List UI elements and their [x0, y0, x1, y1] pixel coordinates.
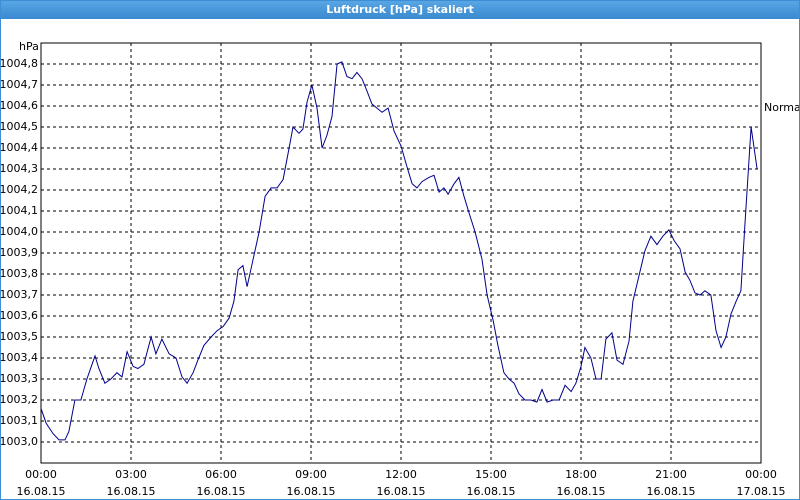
y-tick-label: 1003,0	[1, 435, 38, 448]
x-tick-date: 16.08.15	[197, 485, 246, 498]
y-tick-label: 1003,8	[1, 267, 38, 280]
x-tick-label: 06:00	[205, 468, 237, 481]
y-tick-label: 1004,1	[1, 204, 38, 217]
chart: hPa 1003,0 1003,1 1003,2 1003,3 1003,4 1003,5…	[1, 40, 799, 498]
y-tick-label: 1003,4	[1, 351, 38, 364]
y-tick-label: 1003,1	[1, 414, 38, 427]
y-axis-label: hPa	[19, 40, 39, 53]
x-tick-date: 16.08.15	[377, 485, 426, 498]
y-tick-label: 1004,0	[1, 225, 38, 238]
title-bar: Luftdruck [hPa] skaliert	[1, 1, 799, 19]
x-tick-label: 00:00	[745, 468, 777, 481]
x-tick-date: 16.08.15	[17, 485, 66, 498]
y-tick-label: 1003,7	[1, 288, 38, 301]
y-tick-label: 1003,6	[1, 309, 38, 322]
x-tick-label: 03:00	[115, 468, 147, 481]
x-tick-date: 16.08.15	[107, 485, 156, 498]
y-tick-label: 1004,6	[1, 99, 38, 112]
series-line	[40, 61, 758, 441]
x-tick-label: 09:00	[295, 468, 327, 481]
y-tick-label: 1004,5	[1, 120, 38, 133]
y-tick-label: 1004,2	[1, 183, 38, 196]
y-tick-label: 1003,9	[1, 246, 38, 259]
x-tick-label: 12:00	[385, 468, 417, 481]
y-tick-label: 1004,3	[1, 162, 38, 175]
x-tick-date: 17.08.15	[737, 485, 786, 498]
x-tick-date: 16.08.15	[467, 485, 516, 498]
y-tick-label: 1003,3	[1, 372, 38, 385]
x-tick-date: 16.08.15	[287, 485, 336, 498]
x-tick-date: 16.08.15	[647, 485, 696, 498]
y-tick-label: 1004,7	[1, 78, 38, 91]
legend-entry: Normal	[764, 101, 799, 114]
plot-frame	[40, 42, 762, 464]
y-tick-label: 1003,5	[1, 330, 38, 343]
x-tick-label: 18:00	[565, 468, 597, 481]
x-tick-date: 16.08.15	[557, 485, 606, 498]
y-tick-label: 1004,8	[1, 57, 38, 70]
x-tick-label: 15:00	[475, 468, 507, 481]
x-tick-label: 00:00	[25, 468, 57, 481]
x-tick-label: 21:00	[655, 468, 687, 481]
y-tick-label: 1003,2	[1, 393, 38, 406]
y-tick-label: 1004,4	[1, 141, 38, 154]
